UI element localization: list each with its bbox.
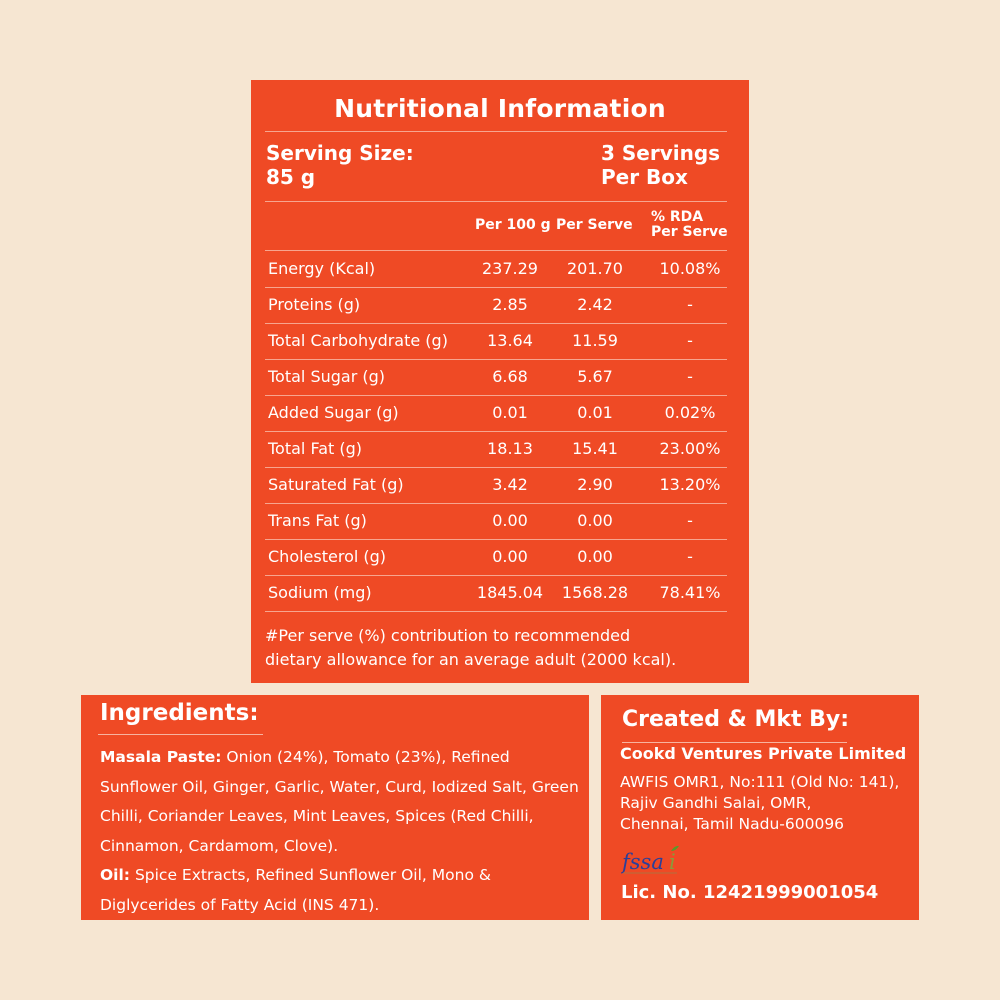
servings-line: Per Box [601, 165, 688, 189]
per100-value: 1845.04 [476, 583, 544, 602]
oil-label: Oil: [100, 866, 131, 884]
servings-line: 3 Servings [601, 141, 721, 165]
per-serve-value: 0.00 [577, 547, 613, 566]
header-rda-line: % RDA [651, 209, 704, 225]
rda-value: 13.20% [659, 475, 721, 494]
serving-size-value: 85 g [266, 165, 316, 189]
nutrient-name: Total Fat (g) [268, 439, 362, 458]
serving-size-label: Serving Size: [266, 141, 414, 165]
oil-text: Spice Extracts, Refined Sunflower Oil, M… [100, 866, 491, 914]
header-per100: Per 100 g [475, 217, 551, 233]
masala-text: Onion (24%), Tomato (23%), Refined Sunfl… [100, 748, 579, 855]
nutrient-row: Total Fat (g) 18.13 15.41 23.00% [265, 431, 727, 468]
footnote-line: dietary allowance for an average adult (… [265, 650, 677, 669]
rda-value: - [687, 367, 693, 386]
header-rda-line: Per Serve [651, 224, 728, 240]
per-serve-value: 1568.28 [561, 583, 629, 602]
rda-value: 78.41% [659, 583, 721, 602]
per100-value: 237.29 [482, 259, 538, 278]
nutrient-row: Proteins (g) 2.85 2.42 - [265, 287, 727, 324]
ingredients-panel: Ingredients: Masala Paste: Onion (24%), … [81, 695, 589, 920]
per100-value: 0.00 [492, 511, 528, 530]
rda-value: 0.02% [664, 403, 716, 422]
per100-value: 6.68 [492, 367, 528, 386]
rda-value: 23.00% [659, 439, 721, 458]
serving-size: Serving Size: 85 g [266, 141, 414, 189]
per100-value: 3.42 [492, 475, 528, 494]
nutrient-row: Sodium (mg) 1845.04 1568.28 78.41% [265, 575, 727, 612]
divider [265, 250, 727, 251]
divider [265, 201, 727, 202]
header-rda: % RDA Per Serve [651, 210, 728, 240]
fssai-logo: fssa i [620, 843, 681, 879]
svg-text:fssa: fssa [621, 850, 664, 874]
company-name: Cookd Ventures Private Limited [620, 744, 907, 763]
rda-value: - [687, 511, 693, 530]
marketer-panel: Created & Mkt By: Cookd Ventures Private… [601, 695, 919, 920]
nutrient-row: Saturated Fat (g) 3.42 2.90 13.20% [265, 467, 727, 504]
nutrition-title: Nutritional Information [334, 94, 666, 123]
per100-value: 0.00 [492, 547, 528, 566]
nutrition-panel: Nutritional Information Serving Size: 85… [251, 80, 749, 683]
title-underline [98, 734, 263, 735]
rda-value: 10.08% [659, 259, 721, 278]
per-serve-value: 0.00 [577, 511, 613, 530]
nutrient-name: Sodium (mg) [268, 583, 372, 602]
per100-value: 2.85 [492, 295, 528, 314]
nutrient-row: Trans Fat (g) 0.00 0.00 - [265, 503, 727, 540]
masala-label: Masala Paste: [100, 748, 222, 766]
rda-value: - [687, 331, 693, 350]
per-serve-value: 11.59 [572, 331, 618, 350]
divider [265, 131, 727, 132]
nutrient-row: Cholesterol (g) 0.00 0.00 - [265, 539, 727, 576]
servings-per-box: 3 Servings Per Box [601, 141, 720, 189]
per-serve-value: 5.67 [577, 367, 613, 386]
nutrient-row: Total Sugar (g) 6.68 5.67 - [265, 359, 727, 396]
header-per-serve: Per Serve [556, 217, 633, 233]
nutrient-name: Energy (Kcal) [268, 259, 376, 278]
nutrient-name: Saturated Fat (g) [268, 475, 404, 494]
nutrient-row: Energy (Kcal) 237.29 201.70 10.08% [265, 251, 727, 288]
per100-value: 18.13 [487, 439, 533, 458]
nutrient-name: Cholesterol (g) [268, 547, 387, 566]
license-number: Lic. No. 12421999001054 [621, 882, 879, 903]
per-serve-value: 2.42 [577, 295, 613, 314]
title-underline [622, 742, 847, 743]
ingredients-text: Masala Paste: Onion (24%), Tomato (23%),… [100, 743, 585, 920]
address-line: Chennai, Tamil Nadu-600096 [620, 815, 845, 833]
nutrient-name: Total Sugar (g) [268, 367, 386, 386]
nutrient-row: Total Carbohydrate (g) 13.64 11.59 - [265, 323, 727, 360]
address-line: Rajiv Gandhi Salai, OMR, [620, 794, 812, 812]
footnote: #Per serve (%) contribution to recommend… [265, 624, 676, 672]
per-serve-value: 201.70 [567, 259, 623, 278]
ingredients-title: Ingredients: [100, 700, 259, 726]
per100-value: 13.64 [487, 331, 533, 350]
marketer-title: Created & Mkt By: [622, 707, 850, 732]
nutrient-name: Trans Fat (g) [268, 511, 367, 530]
rda-value: - [687, 295, 693, 314]
nutrient-name: Total Carbohydrate (g) [268, 331, 448, 350]
footnote-line: #Per serve (%) contribution to recommend… [265, 626, 631, 645]
nutrient-row: Added Sugar (g) 0.01 0.01 0.02% [265, 395, 727, 432]
address-line: AWFIS OMR1, No:111 (Old No: 141), [620, 773, 900, 791]
nutrient-name: Proteins (g) [268, 295, 361, 314]
rda-value: - [687, 547, 693, 566]
per-serve-value: 0.01 [577, 403, 613, 422]
svg-text:i: i [669, 850, 676, 874]
per100-value: 0.01 [492, 403, 528, 422]
address: AWFIS OMR1, No:111 (Old No: 141), Rajiv … [620, 772, 899, 835]
nutrient-name: Added Sugar (g) [268, 403, 399, 422]
per-serve-value: 15.41 [572, 439, 618, 458]
per-serve-value: 2.90 [577, 475, 613, 494]
